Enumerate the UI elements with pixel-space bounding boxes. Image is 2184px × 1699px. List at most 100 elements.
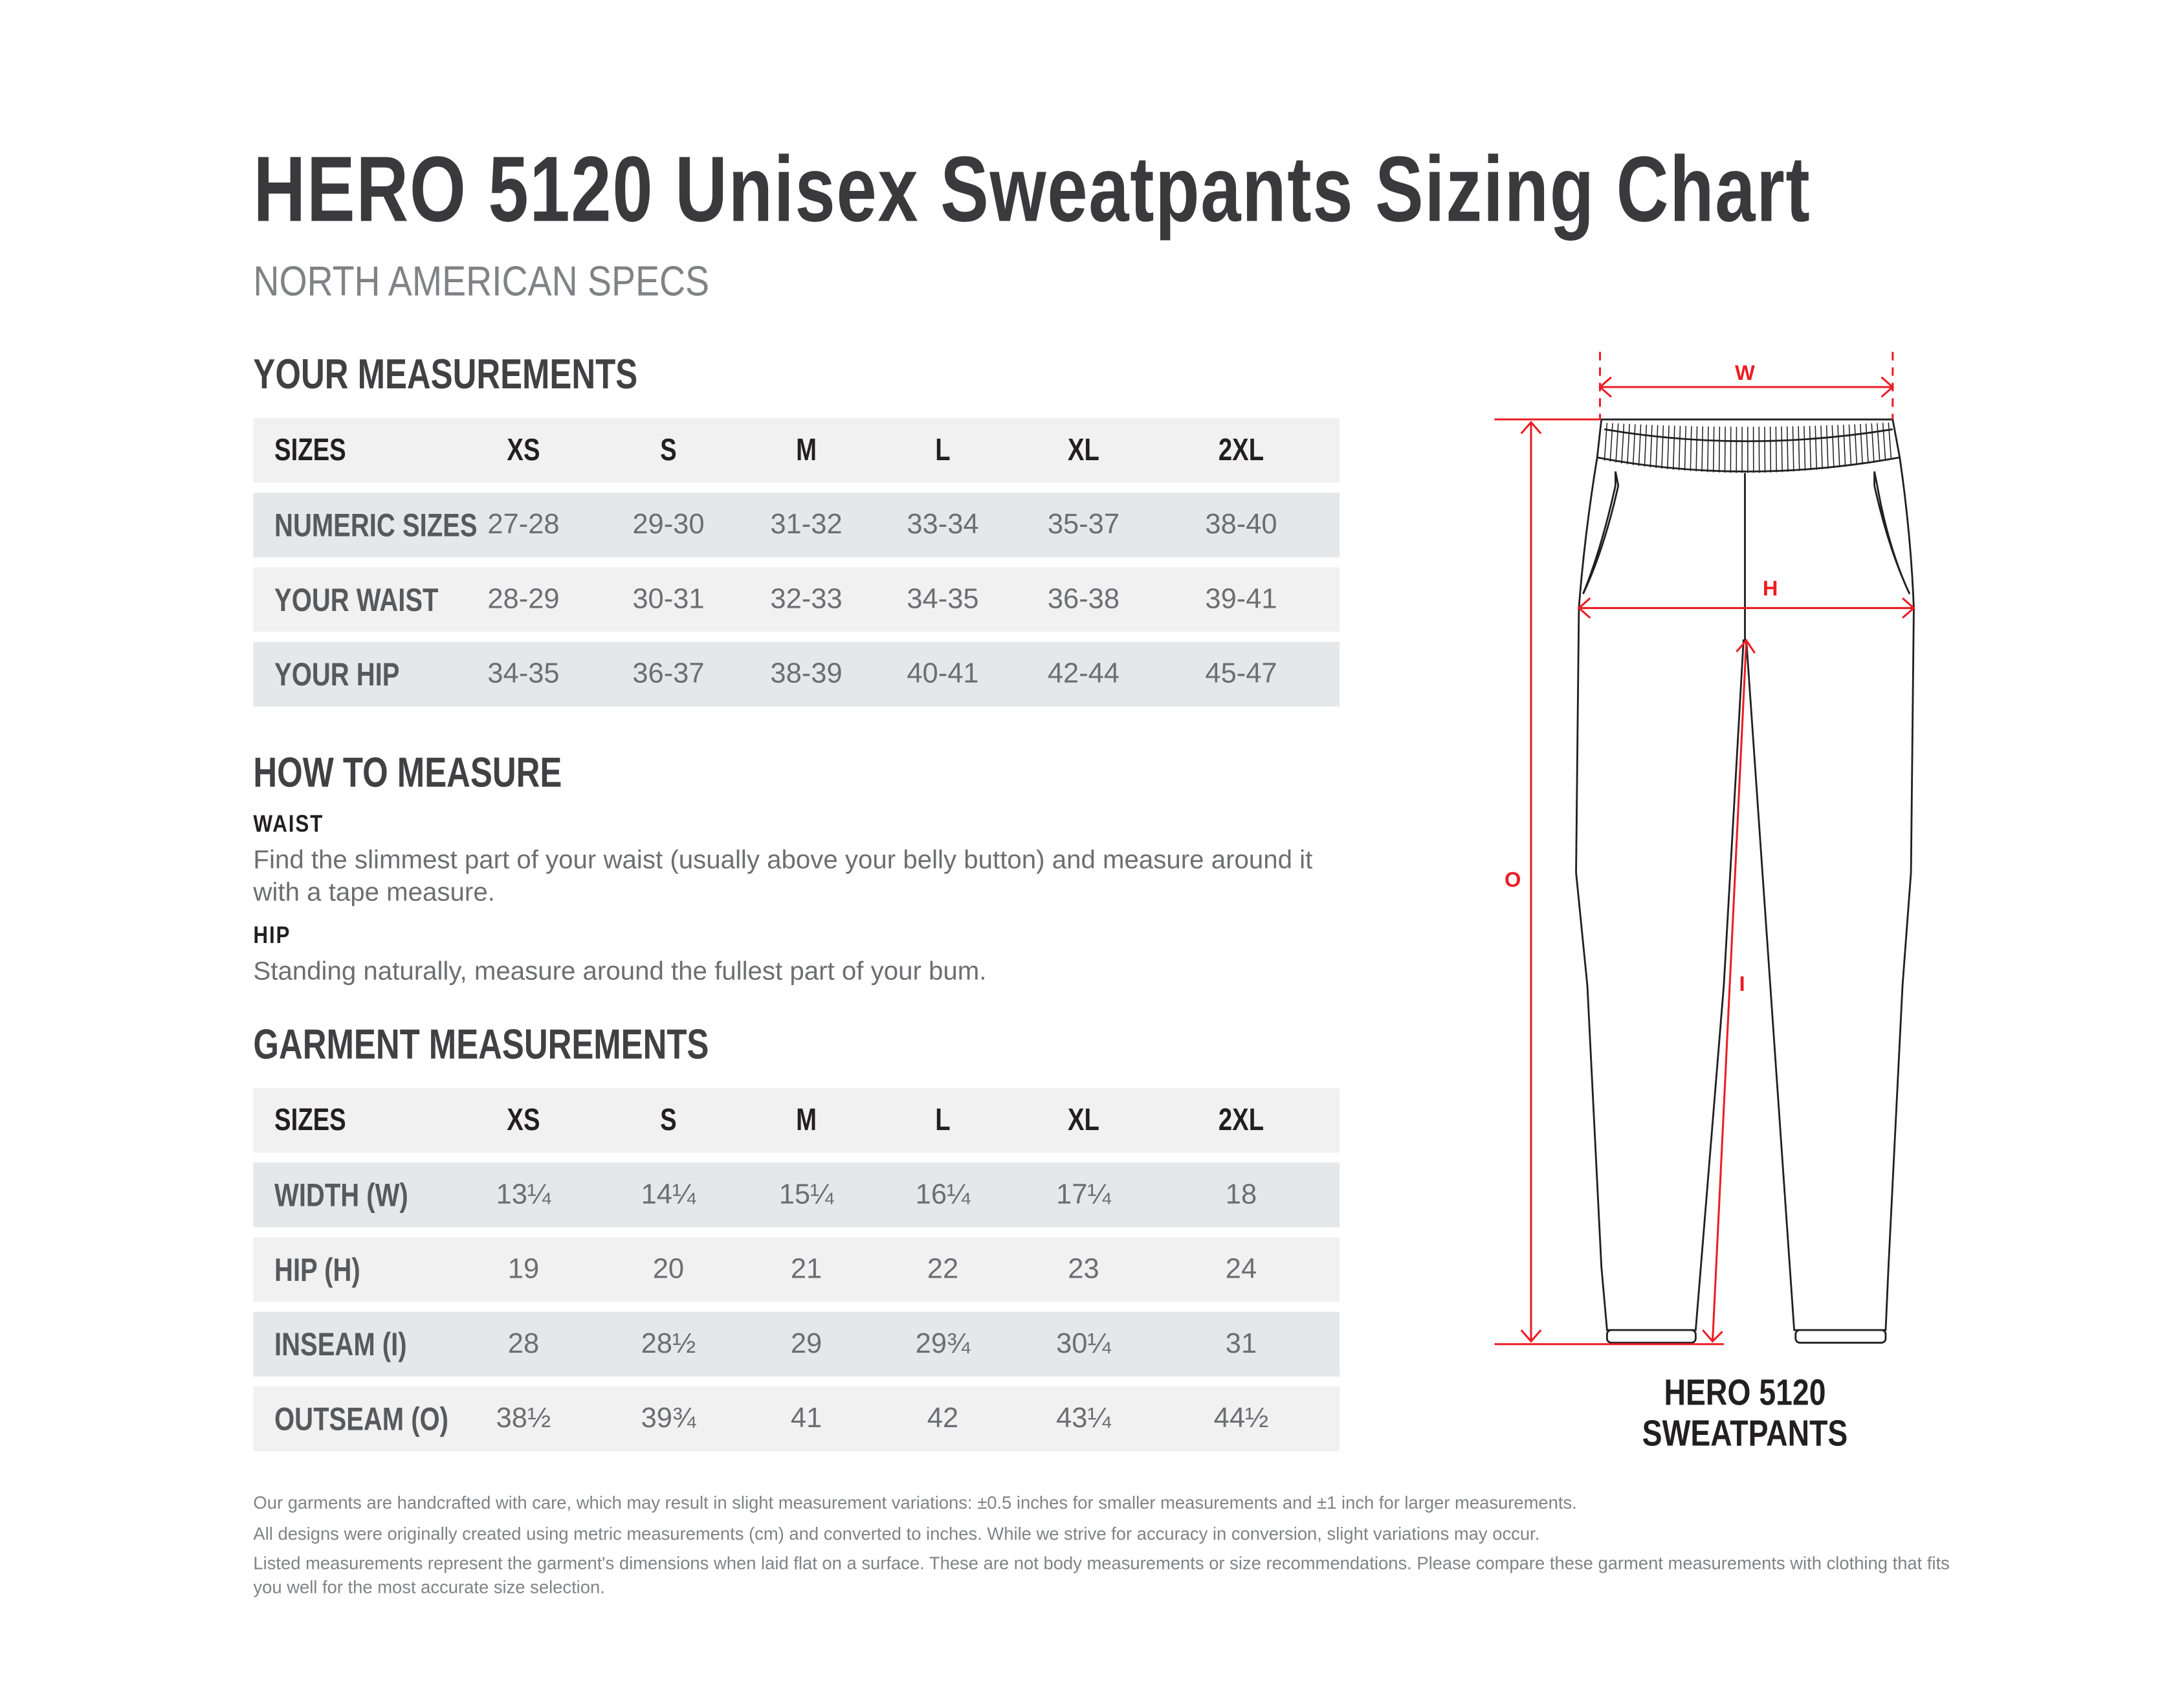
table-cell: 21	[790, 1254, 822, 1285]
outseam-arrow	[1494, 418, 1724, 1346]
page-title: HERO 5120 Unisex Sweatpants Sizing Chart	[253, 136, 1811, 241]
table-cell: 35-37	[1047, 509, 1120, 541]
table-cell: 17¼	[1056, 1179, 1111, 1211]
column-header-size: XS	[507, 1102, 540, 1138]
table-row: INSEAM (I) 28 28½ 29 29¾ 30¼ 31	[253, 1311, 1340, 1377]
footer-note-1: Our garments are handcrafted with care, …	[253, 1493, 1577, 1513]
table-cell: 34-35	[907, 584, 979, 616]
table-row: YOUR HIP 34-35 36-37 38-39 40-41 42-44 45-47	[253, 641, 1340, 707]
row-label: NUMERIC SIZES	[274, 506, 478, 544]
width-arrow	[1598, 376, 1895, 398]
table-cell: 14¼	[641, 1179, 696, 1211]
table-row: OUTSEAM (O) 38½ 39¾ 41 42 43¼ 44½	[253, 1386, 1340, 1452]
table-cell: 28	[507, 1328, 540, 1360]
inseam-arrow	[1702, 638, 1756, 1343]
column-header-size: M	[796, 432, 817, 467]
table-row: NUMERIC SIZES 27-28 29-30 31-32 33-34 35-37 38…	[253, 493, 1340, 558]
waist-instructions: Find the slimmest part of your waist (us…	[253, 844, 1313, 907]
table-header-row: SIZES XS S M L XL 2XL	[253, 417, 1340, 483]
column-header-size: XL	[1067, 1102, 1099, 1138]
table-cell: 42	[927, 1403, 959, 1434]
table-cell: 19	[507, 1254, 540, 1285]
footer-note-2: All designs were originally created usin…	[253, 1524, 1540, 1544]
width-label: W	[1735, 361, 1755, 384]
table-cell: 36-38	[1047, 584, 1120, 616]
table-row: YOUR WAIST 28-29 30-31 32-33 34-35 36-38 39-41	[253, 567, 1340, 632]
table-cell: 44½	[1213, 1403, 1269, 1434]
table-cell: 29-30	[632, 509, 705, 541]
column-header-size: 2XL	[1218, 432, 1264, 467]
hip-arrow	[1577, 597, 1915, 619]
table-cell: 28½	[641, 1328, 696, 1360]
column-header-sizes: SIZES	[274, 432, 346, 467]
table-cell: 18	[1225, 1179, 1257, 1211]
table-cell: 31	[1225, 1328, 1257, 1360]
column-header-size: M	[796, 1102, 817, 1138]
table-header-row: SIZES XS S M L XL 2XL	[253, 1087, 1340, 1153]
table-cell: 36-37	[632, 658, 705, 690]
waistband-ribbing	[1604, 422, 1892, 473]
table-cell: 27-28	[487, 509, 560, 541]
table-cell: 28-29	[487, 584, 560, 616]
garment-measurements-heading: GARMENT MEASUREMENTS	[253, 1021, 709, 1069]
table-cell: 23	[1068, 1254, 1099, 1285]
inseam-label: I	[1739, 972, 1745, 995]
column-header-size: XS	[507, 432, 540, 467]
table-cell: 39¾	[641, 1403, 696, 1434]
table-cell: 13¼	[496, 1179, 551, 1211]
table-cell: 38-39	[770, 658, 843, 690]
hip-instructions: Standing naturally, measure around the f…	[253, 955, 987, 986]
table-cell: 43¼	[1056, 1403, 1111, 1434]
hip-label-diagram: H	[1763, 576, 1778, 600]
table-cell: 42-44	[1047, 658, 1120, 690]
table-cell: 24	[1225, 1254, 1257, 1285]
table-cell: 31-32	[770, 509, 843, 541]
column-header-size: XL	[1067, 432, 1099, 467]
caption-line-1: HERO 5120	[1664, 1371, 1826, 1414]
caption-line-2: SWEATPANTS	[1642, 1412, 1848, 1454]
table-cell: 30-31	[632, 584, 705, 616]
table-row: HIP (H) 19 20 21 22 23 24	[253, 1237, 1340, 1302]
table-cell: 38½	[496, 1403, 551, 1434]
row-label: YOUR HIP	[274, 656, 400, 693]
column-header-size: L	[935, 1102, 951, 1138]
column-header-size: S	[660, 432, 677, 467]
row-label: HIP (H)	[274, 1251, 360, 1288]
table-cell: 22	[927, 1254, 959, 1285]
table-row: WIDTH (W) 13¼ 14¼ 15¼ 16¼ 17¼ 18	[253, 1162, 1340, 1228]
hip-label: HIP	[253, 922, 291, 949]
table-cell: 34-35	[487, 658, 560, 690]
outseam-label: O	[1505, 867, 1521, 891]
table-cell: 30¼	[1056, 1328, 1111, 1360]
diagram-caption: HERO 5120 SWEATPANTS	[1629, 1371, 1860, 1454]
your-measurements-heading: YOUR MEASUREMENTS	[253, 351, 638, 399]
row-label: INSEAM (I)	[274, 1326, 407, 1363]
how-to-measure-heading: HOW TO MEASURE	[253, 750, 562, 797]
column-header-size: L	[935, 432, 951, 467]
table-cell: 20	[652, 1254, 685, 1285]
table-cell: 29	[790, 1328, 822, 1360]
footer-note-3: Listed measurements represent the garmen…	[253, 1553, 1950, 1598]
measurement-guides	[1494, 351, 1915, 1346]
column-header-sizes: SIZES	[274, 1102, 346, 1138]
table-cell: 16¼	[915, 1179, 971, 1211]
waist-label: WAIST	[253, 810, 324, 838]
table-cell: 15¼	[778, 1179, 834, 1211]
table-cell: 45-47	[1205, 658, 1277, 690]
table-cell: 40-41	[907, 658, 979, 690]
pants-outline	[1575, 418, 1915, 1344]
column-header-size: S	[660, 1102, 677, 1138]
table-cell: 32-33	[770, 584, 843, 616]
table-cell: 41	[790, 1403, 822, 1434]
row-label: YOUR WAIST	[274, 581, 439, 618]
row-label: OUTSEAM (O)	[274, 1400, 449, 1438]
page-subtitle: NORTH AMERICAN SPECS	[253, 259, 710, 305]
table-cell: 29¾	[915, 1328, 971, 1360]
column-header-size: 2XL	[1218, 1102, 1264, 1138]
table-cell: 38-40	[1205, 509, 1277, 541]
table-cell: 39-41	[1205, 584, 1277, 616]
row-label: WIDTH (W)	[274, 1176, 408, 1214]
table-cell: 33-34	[907, 509, 979, 541]
